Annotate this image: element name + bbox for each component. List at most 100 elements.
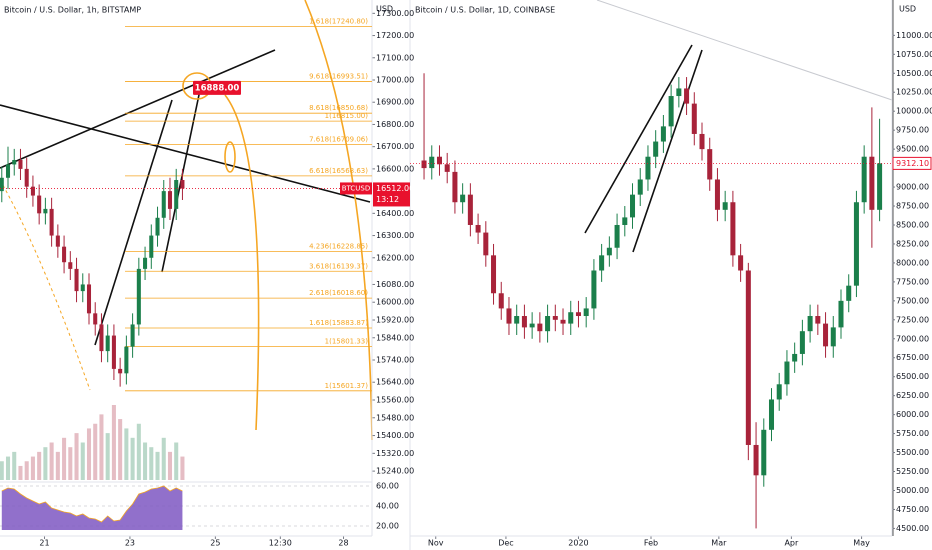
candle-body bbox=[691, 103, 697, 134]
candle-body bbox=[174, 180, 179, 209]
target-tag: 16888.00 bbox=[195, 83, 240, 93]
x-tick-label: Dec bbox=[498, 539, 513, 548]
candle-body bbox=[105, 335, 110, 352]
candle-body bbox=[668, 96, 674, 127]
fib-label: 1(15801.33) bbox=[325, 337, 369, 345]
y-tick-label: 4500.00 bbox=[896, 524, 929, 533]
y-tick-label: 16200.00 bbox=[376, 253, 414, 262]
candle-body bbox=[622, 217, 628, 225]
y-tick-label: 15400.00 bbox=[376, 431, 414, 440]
candle-body bbox=[606, 247, 612, 256]
countdown: 13:12 bbox=[376, 195, 399, 204]
y-tick-label: 16000.00 bbox=[376, 298, 414, 307]
currency: USD bbox=[899, 5, 916, 14]
x-tick-label: 23 bbox=[125, 539, 135, 548]
volume-bar bbox=[118, 419, 123, 480]
candle-body bbox=[421, 160, 427, 169]
candle-body bbox=[807, 316, 813, 332]
candle-body bbox=[43, 208, 48, 214]
candle-body bbox=[699, 133, 705, 150]
y-tick-label: 10000.00 bbox=[896, 107, 932, 116]
trend-line bbox=[94, 99, 173, 346]
x-tick-label: 28 bbox=[338, 539, 348, 548]
candle-body bbox=[869, 156, 875, 210]
fib-label: 1(16815.00) bbox=[325, 112, 369, 120]
y-tick-label: 9500.00 bbox=[896, 145, 929, 154]
candle-body bbox=[560, 319, 566, 324]
candle-body bbox=[776, 384, 782, 400]
candle-body bbox=[5, 164, 11, 178]
candle-body bbox=[444, 164, 450, 172]
fib-label: 2.618(16018.60) bbox=[309, 289, 368, 297]
candle-body bbox=[792, 353, 798, 362]
currency: USD bbox=[376, 5, 393, 14]
candle-body bbox=[684, 88, 690, 104]
y-tick-label: 15640.00 bbox=[376, 378, 414, 387]
candle-body bbox=[653, 141, 659, 157]
volume-bar bbox=[149, 447, 154, 480]
x-tick-label: Apr bbox=[784, 539, 799, 548]
chart-title: Bitcoin / U.S. Dollar, 1h, BITSTAMP bbox=[4, 6, 141, 15]
candle-body bbox=[167, 191, 173, 209]
drawings bbox=[0, 0, 894, 550]
x-tick-label: Feb bbox=[644, 539, 658, 548]
candle-body bbox=[552, 316, 558, 320]
volume-bar bbox=[130, 437, 135, 480]
candle-body bbox=[568, 312, 574, 324]
candle-body bbox=[37, 195, 42, 214]
circle-drawing bbox=[224, 141, 236, 173]
candle-body bbox=[730, 202, 736, 256]
candle-body bbox=[475, 224, 481, 233]
candle-body bbox=[660, 126, 666, 142]
volume-bar bbox=[86, 428, 92, 480]
y-tick-label: 15320.00 bbox=[376, 449, 414, 458]
rsi-tick-label: 20.00 bbox=[376, 522, 399, 531]
candle-body bbox=[124, 346, 129, 374]
symbol-tag: BTCUSD bbox=[342, 184, 371, 192]
candle-body bbox=[545, 316, 551, 332]
trend-line bbox=[0, 49, 276, 169]
candle-body bbox=[180, 180, 185, 189]
chart-title: Bitcoin / U.S. Dollar, 1D, COINBASE bbox=[415, 6, 555, 15]
volume-bar bbox=[30, 456, 35, 480]
candle-body bbox=[118, 368, 123, 374]
volume-bar bbox=[136, 423, 141, 480]
candle-body bbox=[68, 262, 73, 269]
y-tick-label: 15240.00 bbox=[376, 467, 414, 476]
y-tick-label: 16080.00 bbox=[376, 280, 414, 289]
rsi-area bbox=[1, 486, 183, 530]
fib-label: 8.618(16850.68) bbox=[309, 104, 368, 112]
fib-label: 9.618(16993.51) bbox=[309, 72, 368, 80]
candle-body bbox=[676, 88, 682, 97]
candle-body bbox=[853, 202, 859, 286]
fib-label: 4.236(16228.85) bbox=[309, 242, 368, 250]
rsi-tick-label: 60.00 bbox=[376, 482, 399, 491]
candle-body bbox=[637, 179, 643, 195]
candle-body bbox=[506, 308, 512, 324]
y-tick-label: 7250.00 bbox=[896, 315, 929, 324]
volume-bar bbox=[99, 414, 104, 480]
volume-bar bbox=[68, 447, 73, 480]
candle-body bbox=[838, 300, 844, 328]
candle-body bbox=[799, 331, 805, 354]
volume-bar bbox=[143, 442, 148, 480]
volume-bar bbox=[80, 442, 85, 480]
candle-body bbox=[645, 156, 651, 180]
y-tick-label: 10500.00 bbox=[896, 69, 932, 78]
y-tick-label: 4750.00 bbox=[896, 505, 929, 514]
y-tick-label: 8500.00 bbox=[896, 220, 929, 229]
candle-body bbox=[630, 194, 636, 218]
candle-body bbox=[491, 255, 497, 294]
volume-bar bbox=[161, 437, 166, 480]
candle-body bbox=[30, 186, 35, 196]
candle-body bbox=[0, 177, 4, 192]
y-tick-label: 10250.00 bbox=[896, 88, 932, 97]
candle-body bbox=[784, 361, 790, 385]
candle-body bbox=[575, 312, 581, 317]
y-tick-label: 7500.00 bbox=[896, 296, 929, 305]
y-tick-label: 16800.00 bbox=[376, 120, 414, 129]
candle-body bbox=[12, 160, 17, 165]
volume-bar bbox=[167, 451, 173, 480]
volume-bar bbox=[180, 456, 185, 480]
